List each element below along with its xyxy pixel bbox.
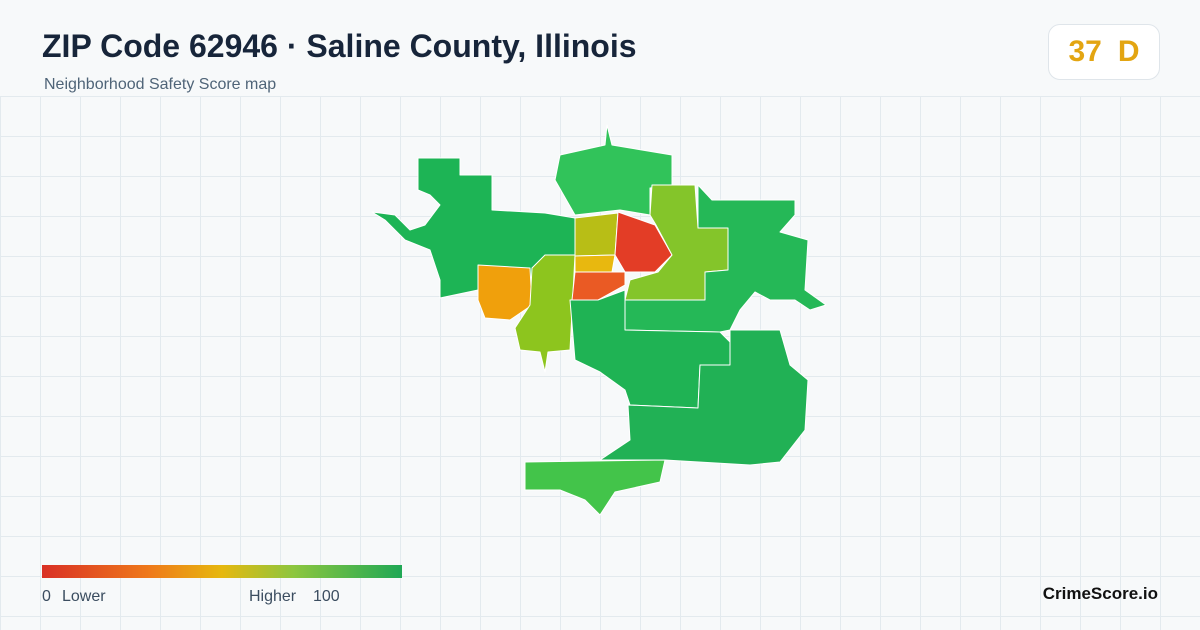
subtitle: Neighborhood Safety Score map (44, 76, 277, 93)
legend-min: 0 (42, 588, 51, 605)
region (614, 211, 673, 273)
region (624, 184, 827, 333)
grade: D (1117, 35, 1140, 68)
legend-min-label: Lower (62, 588, 106, 605)
region (524, 459, 666, 516)
region (574, 254, 616, 273)
title: ZIP Code 62946 · Saline County, Illinois (42, 28, 637, 64)
legend-gradient (42, 565, 402, 578)
region (571, 271, 626, 301)
region (477, 264, 533, 321)
legend-max-label: Higher (249, 588, 297, 605)
legend-max: 100 (313, 588, 340, 605)
score-badge: 37 D (1048, 24, 1160, 80)
region (574, 212, 619, 257)
score: 37 (1068, 35, 1102, 68)
header: ZIP Code 62946 · Saline County, Illinois… (0, 0, 1200, 97)
brand: CrimeScore.io (1042, 584, 1158, 603)
